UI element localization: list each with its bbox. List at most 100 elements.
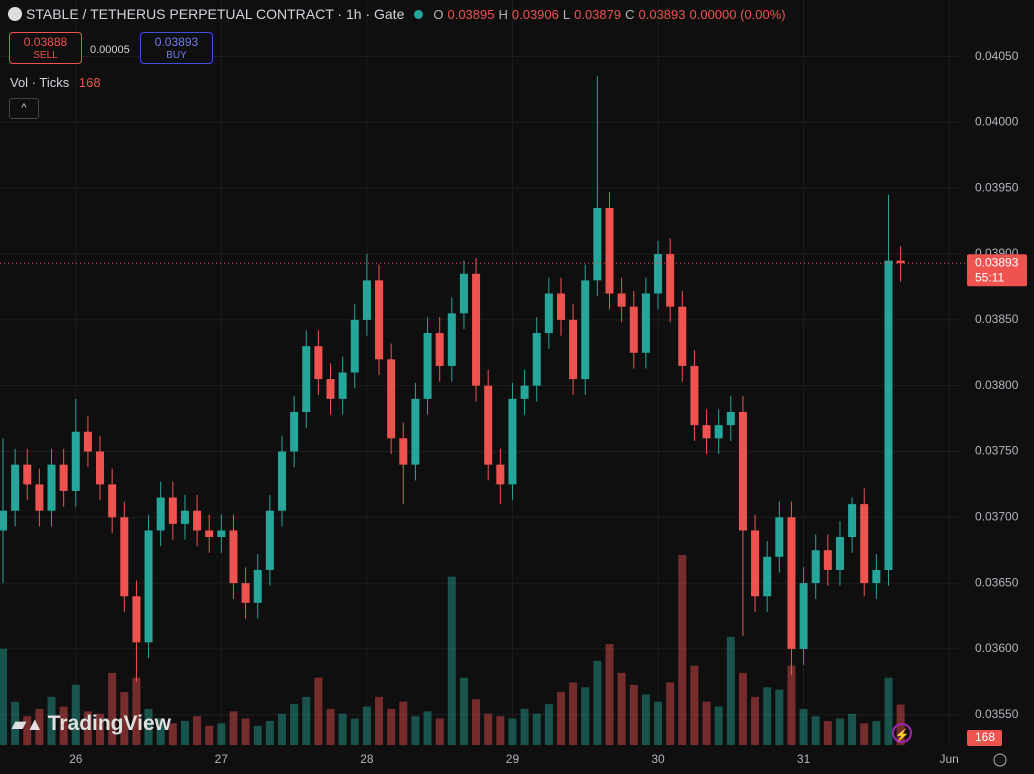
volume-bar: [472, 699, 481, 745]
volume-bar: [11, 701, 20, 745]
volume-bar: [678, 555, 687, 745]
candle-body: [629, 306, 638, 353]
candle-body: [496, 464, 505, 485]
volume-bar: [860, 723, 869, 745]
volume-bar: [399, 701, 408, 745]
y-tick-label: 0.03850: [975, 312, 1019, 326]
candle-body: [411, 398, 420, 465]
candle-body: [11, 464, 20, 511]
volume-bar: [96, 713, 105, 745]
x-tick-label: 30: [651, 752, 665, 766]
symbol-icon: [8, 7, 22, 21]
volume-bar: [544, 704, 553, 745]
candle-body: [265, 510, 274, 570]
volume-bar: [569, 682, 578, 745]
candle-body: [423, 333, 432, 399]
candle-body: [447, 313, 456, 366]
volume-bar: [799, 708, 808, 745]
volume-bar: [738, 672, 747, 745]
volume-bar: [435, 718, 444, 745]
volume-bar: [277, 713, 286, 745]
alert-icon[interactable]: ⚡: [892, 723, 912, 743]
candle-body: [205, 530, 214, 538]
volume-bar: [362, 706, 371, 745]
volume-bar: [520, 708, 529, 745]
header: STABLE / TETHERUS PERPETUAL CONTRACT · 1…: [8, 6, 786, 22]
candle-body: [823, 550, 832, 570]
logo: ▰▲ TradingView: [12, 712, 171, 735]
volume-bar: [775, 689, 784, 745]
indicator-value: 168: [78, 75, 101, 90]
y-tick-label: 0.03700: [975, 509, 1019, 523]
buy-button[interactable]: 0.03893 BUY: [140, 32, 213, 64]
indicator: Vol · Ticks 168: [10, 75, 101, 90]
last-price-label: 0.03893: [975, 255, 1019, 269]
candle-body: [59, 464, 68, 491]
volume-bar: [338, 713, 347, 745]
volume-bar: [132, 677, 141, 745]
candle-body: [241, 583, 250, 603]
volume-bar: [714, 706, 723, 745]
candle-body: [253, 569, 262, 603]
volume-bar: [411, 716, 420, 745]
x-tick-label: 27: [215, 752, 229, 766]
candle-body: [350, 319, 359, 373]
volume-bar: [253, 725, 262, 745]
sell-label: SELL: [33, 50, 58, 61]
candle-body: [641, 293, 650, 353]
volume-bar: [423, 711, 432, 745]
change: 0.00000 (0.00%): [689, 6, 786, 22]
last-price-timer: 55:11: [975, 270, 1004, 284]
sell-button[interactable]: 0.03888 SELL: [9, 32, 82, 64]
candle-body: [775, 517, 784, 557]
buy-label: BUY: [166, 50, 187, 61]
h-label: H: [498, 6, 508, 22]
indicator-name: Vol · Ticks: [10, 75, 70, 90]
o-label: O: [433, 6, 444, 22]
volume-bar: [302, 696, 311, 745]
volume-value-label: 168: [975, 730, 995, 744]
volume-bar: [0, 648, 7, 745]
y-tick-label: 0.03750: [975, 444, 1019, 458]
candle-body: [811, 550, 820, 584]
candle-body: [860, 504, 869, 584]
settings-icon: [993, 753, 1007, 767]
candle-body: [96, 451, 105, 485]
x-tick-label: 31: [797, 752, 811, 766]
candle-body: [532, 333, 541, 386]
collapse-button[interactable]: ^: [9, 98, 39, 119]
candle-body: [435, 333, 444, 366]
volume-bar: [884, 677, 893, 745]
candle-body: [387, 359, 396, 439]
candle-body: [314, 346, 323, 380]
candle-body: [108, 484, 117, 518]
candle-body: [338, 372, 347, 399]
volume-bar: [605, 643, 614, 745]
candle-body: [472, 273, 481, 386]
h-value: 0.03906: [511, 6, 559, 22]
volume-bar: [629, 684, 638, 745]
volume-bar: [326, 708, 335, 745]
volume-bar: [168, 723, 177, 745]
volume-bar: [532, 713, 541, 745]
candle-body: [290, 411, 299, 452]
volume-bar: [484, 713, 493, 745]
candle-body: [569, 319, 578, 380]
y-tick-label: 0.04000: [975, 115, 1019, 129]
candle-body: [229, 530, 238, 584]
volume-bar: [666, 682, 675, 745]
candle-body: [83, 431, 92, 452]
candle-body: [23, 464, 32, 485]
volume-bar: [751, 696, 760, 745]
last-price-box: [967, 254, 1027, 287]
volume-bar: [144, 708, 153, 745]
volume-bar: [350, 718, 359, 745]
candle-body: [593, 207, 602, 281]
volume-bar: [556, 692, 565, 745]
volume-bar: [763, 687, 772, 745]
volume-bar: [217, 723, 226, 745]
candle-body: [835, 537, 844, 570]
volume-bar: [508, 718, 517, 745]
y-tick-label: 0.03950: [975, 180, 1019, 194]
